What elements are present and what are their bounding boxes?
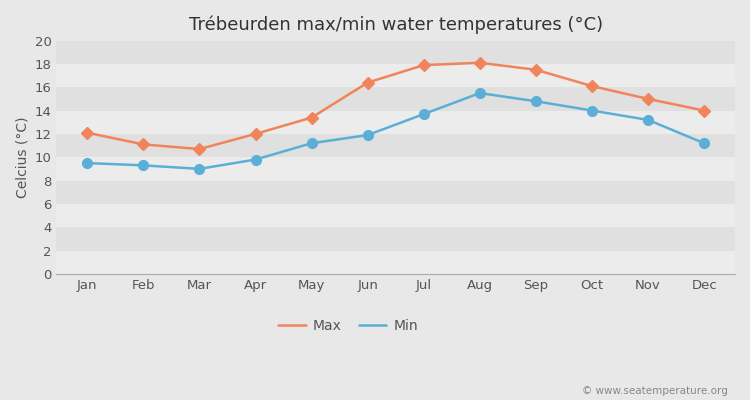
Title: Trébeurden max/min water temperatures (°C): Trébeurden max/min water temperatures (°…: [189, 15, 603, 34]
Min: [251, 157, 260, 162]
Min: [476, 91, 484, 96]
Bar: [56, 204, 735, 227]
Max: [700, 108, 709, 113]
Max: [644, 96, 652, 101]
Max: [139, 142, 148, 147]
Y-axis label: Celcius (°C): Celcius (°C): [15, 116, 29, 198]
Max: [587, 84, 596, 88]
Max: [419, 63, 428, 68]
Max: [251, 132, 260, 136]
Bar: [56, 157, 735, 180]
Legend: Max, Min: Max, Min: [273, 314, 424, 338]
Min: [532, 99, 541, 104]
Max: [82, 130, 92, 135]
Min: [195, 166, 204, 171]
Min: [644, 118, 652, 122]
Text: © www.seatemperature.org: © www.seatemperature.org: [582, 386, 728, 396]
Min: [307, 141, 316, 146]
Line: Min: Min: [82, 88, 709, 174]
Max: [532, 67, 541, 72]
Bar: [56, 41, 735, 64]
Min: [700, 141, 709, 146]
Line: Max: Max: [83, 58, 708, 153]
Bar: [56, 134, 735, 157]
Max: [195, 147, 204, 152]
Max: [307, 115, 316, 120]
Bar: [56, 87, 735, 110]
Min: [82, 161, 92, 166]
Bar: [56, 250, 735, 274]
Bar: [56, 180, 735, 204]
Min: [139, 163, 148, 168]
Max: [476, 60, 484, 65]
Max: [363, 80, 372, 85]
Bar: [56, 227, 735, 250]
Min: [587, 108, 596, 113]
Min: [363, 133, 372, 138]
Min: [419, 112, 428, 116]
Bar: [56, 110, 735, 134]
Bar: [56, 64, 735, 87]
